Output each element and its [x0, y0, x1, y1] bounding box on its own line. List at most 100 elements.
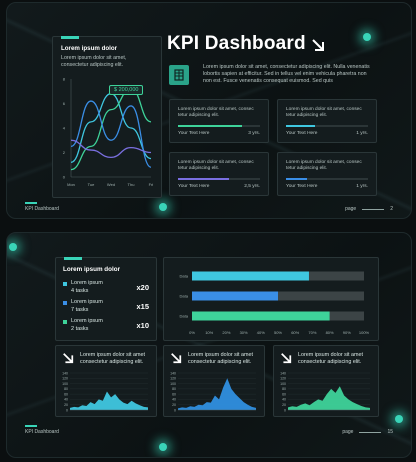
- page-word: page: [345, 206, 357, 212]
- x-tick-label: 90%: [343, 330, 351, 335]
- x-tick-label: Thu: [128, 182, 135, 187]
- series-line-1: [70, 88, 152, 171]
- kpi-card: Lorem ipsum dolor sit amet, consec tetur…: [277, 152, 377, 196]
- kpi-card-text: Lorem ipsum dolor sit amet, consec tetur…: [286, 107, 362, 118]
- task-count: 2 tasks: [71, 326, 89, 332]
- x-tick-label: 20%: [222, 330, 230, 335]
- area-card-text: Lorem ipsum dolor sit amet consectetur a…: [188, 352, 254, 365]
- kpi-card-value: 1 yrs.: [356, 184, 368, 189]
- spreadsheet-icon: [169, 65, 189, 85]
- x-tick-label: Tue: [88, 182, 96, 187]
- kpi-card-value: 1 yrs.: [356, 131, 368, 136]
- bar: [192, 271, 309, 281]
- bar-category-label: Data: [180, 314, 189, 319]
- task-multiplier: x20: [136, 283, 149, 292]
- y-tick-label: 0: [66, 408, 68, 412]
- page-word: page: [342, 429, 354, 435]
- bar: [192, 311, 330, 321]
- y-tick-label: 40: [282, 398, 286, 402]
- x-tick-label: 30%: [240, 330, 248, 335]
- tasks-card: Lorem ipsum dolor Lorem ipsum 4 tasks x2…: [55, 257, 157, 341]
- kpi-card-text: Lorem ipsum dolor sit amet, consec tetur…: [286, 160, 362, 171]
- kpi-progress-fill: [178, 178, 229, 180]
- tasks-card-heading: Lorem ipsum dolor: [63, 266, 121, 273]
- page-number: 15: [387, 429, 393, 435]
- y-tick-label: 20: [282, 403, 286, 407]
- line-chart-card: Lorem ipsum dolor Lorem ipsum dolor sit …: [52, 36, 162, 198]
- y-tick-label: 140: [62, 371, 68, 375]
- intro-text: Lorem ipsum dolor sit amet, consectetur …: [203, 64, 370, 85]
- footer-label: KPI Dashboard: [25, 206, 59, 212]
- y-tick-label: 100: [280, 382, 286, 386]
- x-tick-label: 10%: [205, 330, 213, 335]
- task-item: Lorem ipsum 4 tasks x20: [63, 280, 149, 296]
- arrow-down-right-icon: [63, 353, 74, 364]
- x-tick-label: Wed: [107, 182, 115, 187]
- arrow-down-right-icon: [312, 39, 324, 51]
- y-tick-label: 80: [282, 387, 286, 391]
- kpi-progress-track: [286, 125, 368, 127]
- series-line-2: [70, 100, 152, 168]
- slide-kpi-dashboard: Lorem ipsum dolor Lorem ipsum dolor sit …: [6, 2, 412, 219]
- task-item: Lorem ipsum 7 tasks x15: [63, 299, 149, 315]
- y-tick-label: 120: [280, 377, 286, 381]
- y-tick-label: 8: [63, 77, 66, 82]
- y-tick-label: 100: [62, 382, 68, 386]
- y-tick-label: 120: [62, 377, 68, 381]
- y-tick-label: 2: [63, 150, 66, 155]
- bar-chart-card: Data Data Data 0% 10% 20% 30% 40% 50% 60% 70% 80% 90…: [163, 257, 379, 341]
- task-count: 4 tasks: [71, 288, 89, 294]
- card-accent: [61, 36, 79, 39]
- y-tick-label: 6: [63, 101, 66, 106]
- x-tick-label: Fri: [149, 182, 154, 187]
- area-card-text: Lorem ipsum dolor sit amet consectetur a…: [80, 352, 146, 365]
- glow-dot: [159, 203, 167, 211]
- page-number: 2: [390, 206, 393, 212]
- y-tick-label: 0: [63, 175, 66, 180]
- area-chart-card: Lorem ipsum dolor sit amet consectetur a…: [163, 345, 265, 417]
- arrow-down-right-icon: [171, 353, 182, 364]
- footer: KPI Dashboard page 15: [25, 425, 393, 435]
- y-tick-label: 0: [284, 408, 286, 412]
- task-title: Lorem ipsum: [71, 299, 103, 305]
- area-chart-card: Lorem ipsum dolor sit amet consectetur a…: [273, 345, 379, 417]
- kpi-progress-track: [178, 178, 260, 180]
- pager: page 15: [342, 429, 393, 435]
- y-tick-label: 20: [64, 403, 68, 407]
- task-bullet-icon: [63, 320, 67, 324]
- kpi-card-label: Your Text Here: [286, 184, 318, 189]
- kpi-progress-track: [286, 178, 368, 180]
- kpi-card-value: 3 yrs.: [248, 131, 260, 136]
- y-tick-label: 0: [174, 408, 176, 412]
- area-chart-card: Lorem ipsum dolor sit amet consectetur a…: [55, 345, 157, 417]
- area-series: [288, 386, 370, 410]
- x-tick-label: 60%: [291, 330, 299, 335]
- task-count: 7 tasks: [71, 307, 89, 313]
- line-chart: 0 2 4 6 8 Mon Tue Wed Thu Fri: [63, 77, 154, 187]
- y-tick-label: 60: [64, 392, 68, 396]
- footer-accent: [25, 202, 37, 204]
- kpi-card: Lorem ipsum dolor sit amet, consec tetur…: [169, 99, 269, 143]
- y-tick-label: 80: [64, 387, 68, 391]
- x-tick-label: 100%: [359, 330, 370, 335]
- y-tick-label: 40: [172, 398, 176, 402]
- task-title: Lorem ipsum: [71, 318, 103, 324]
- x-tick-label: 40%: [257, 330, 265, 335]
- y-tick-label: 140: [280, 371, 286, 375]
- kpi-card: Lorem ipsum dolor sit amet, consec tetur…: [169, 152, 269, 196]
- task-bullet-icon: [63, 301, 67, 305]
- area-series: [70, 391, 148, 410]
- y-tick-label: 60: [282, 392, 286, 396]
- area-card-text: Lorem ipsum dolor sit amet consectetur a…: [298, 352, 364, 365]
- task-multiplier: x10: [136, 321, 149, 330]
- kpi-progress-fill: [286, 178, 307, 180]
- glow-dot: [159, 443, 167, 451]
- card-accent: [64, 257, 82, 260]
- x-tick-label: 50%: [274, 330, 282, 335]
- footer-label: KPI Dashboard: [25, 429, 59, 435]
- glow-dot: [9, 243, 17, 251]
- kpi-progress-track: [178, 125, 260, 127]
- bar-category-label: Data: [180, 274, 189, 279]
